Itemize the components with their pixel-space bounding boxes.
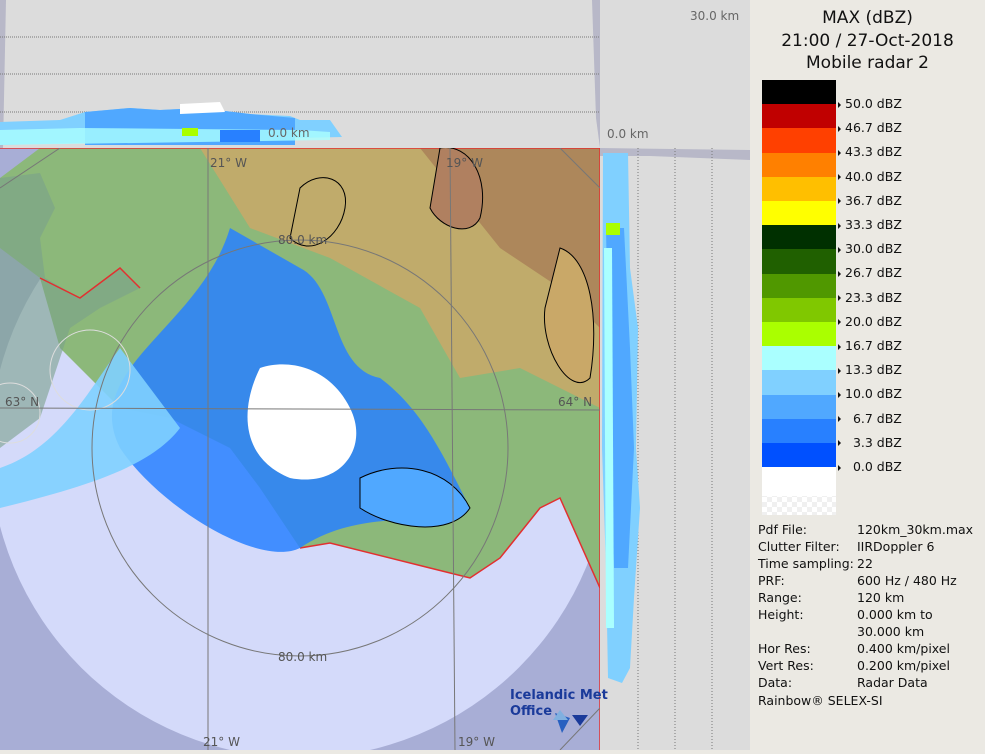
corner-panel: 30.0 km 0.0 km xyxy=(600,0,750,148)
legend-label: 30.0 dBZ xyxy=(838,241,902,256)
legend-label: 33.3 dBZ xyxy=(838,217,902,232)
info-key: Vert Res: xyxy=(758,658,814,673)
product-title: MAX (dBZ) xyxy=(822,8,913,28)
info-key: Height: xyxy=(758,607,804,622)
legend-label: 50.0 dBZ xyxy=(838,96,902,111)
legend-panel: MAX (dBZ) 21:00 / 27-Oct-2018 Mobile rad… xyxy=(750,0,985,750)
lon-19-top-label: 19° W xyxy=(446,156,483,170)
info-value: 22 xyxy=(857,556,873,571)
legend-label: 3.3 dBZ xyxy=(838,435,902,450)
map-canvas xyxy=(0,148,600,750)
zero-height-label: 0.0 km xyxy=(268,126,310,140)
datetime-title: 21:00 / 27-Oct-2018 xyxy=(781,31,954,51)
legend-swatch xyxy=(762,201,836,226)
info-key: Time sampling: xyxy=(758,556,854,571)
legend-swatch xyxy=(762,370,836,396)
legend-label: 20.0 dBZ xyxy=(838,314,902,329)
ring-top-label: 80.0 km xyxy=(278,233,328,247)
lon-21-top-label: 21° W xyxy=(210,156,247,170)
info-value: 30.000 km xyxy=(857,624,925,639)
info-value: 120km_30km.max xyxy=(857,522,974,537)
legend-swatch xyxy=(762,225,836,251)
lon-21-bottom-label: 21° W xyxy=(203,735,240,749)
legend-swatch xyxy=(762,443,836,468)
logo-line-2: Office xyxy=(510,704,553,719)
info-key: Hor Res: xyxy=(758,641,811,656)
info-value: 0.000 km to xyxy=(857,607,933,622)
info-key: Data: xyxy=(758,675,793,690)
legend-label: 13.3 dBZ xyxy=(838,362,902,377)
info-key: Range: xyxy=(758,590,802,605)
top-height-label: 30.0 km xyxy=(690,9,740,23)
legend-swatch xyxy=(762,176,836,202)
legend-label: 43.3 dBZ xyxy=(838,144,902,159)
legend-label: 16.7 dBZ xyxy=(838,338,902,353)
legend-label: 0.0 dBZ xyxy=(838,459,902,474)
legend-label: 46.7 dBZ xyxy=(838,120,902,135)
side-cross-section xyxy=(600,148,750,750)
info-value: Radar Data xyxy=(857,675,928,690)
legend-swatch xyxy=(762,467,836,516)
info-value: 0.200 km/pixel xyxy=(857,658,950,673)
info-value: 0.400 km/pixel xyxy=(857,641,950,656)
top-cross-section: 0.0 km xyxy=(0,0,600,148)
legend-swatch xyxy=(762,346,836,372)
legend-label: 36.7 dBZ xyxy=(838,193,902,208)
top-cross-section-plot xyxy=(0,0,600,148)
legend-label: 10.0 dBZ xyxy=(838,386,902,401)
info-key: Pdf File: xyxy=(758,522,807,537)
info-value: IIRDoppler 6 xyxy=(857,539,935,554)
legend-label: 23.3 dBZ xyxy=(838,290,902,305)
legend-swatch xyxy=(762,80,836,105)
legend-label: 26.7 dBZ xyxy=(838,265,902,280)
legend-swatch xyxy=(762,104,836,130)
lat-63-label: 63° N xyxy=(5,395,40,409)
legend-swatch xyxy=(762,394,836,420)
lon-19-bottom-label: 19° W xyxy=(458,735,495,749)
footer-credit: Rainbow® SELEX-SI xyxy=(758,693,883,708)
legend-swatch xyxy=(762,249,836,275)
legend-swatch xyxy=(762,128,836,154)
lat-64-label: 64° N xyxy=(558,395,593,409)
info-value: 120 km xyxy=(857,590,905,605)
legend-swatch xyxy=(762,297,836,323)
radar-map: 21° W 19° W 21° W 19° W 63° N 64° N 80.0… xyxy=(0,148,600,750)
legend-swatch xyxy=(762,418,836,444)
radar-title: Mobile radar 2 xyxy=(806,53,929,73)
logo-line-1: Icelandic Met xyxy=(510,688,608,703)
legend-swatch xyxy=(762,273,836,299)
legend-swatch xyxy=(762,152,836,178)
info-key: PRF: xyxy=(758,573,785,588)
legend-label: 40.0 dBZ xyxy=(838,169,902,184)
side-cross-section-plot xyxy=(600,148,750,750)
info-value: 600 Hz / 480 Hz xyxy=(857,573,957,588)
ring-bottom-label: 80.0 km xyxy=(278,650,328,664)
legend-label: 6.7 dBZ xyxy=(838,411,902,426)
info-key: Clutter Filter: xyxy=(758,539,840,554)
zero-height-label-right: 0.0 km xyxy=(607,127,649,141)
imo-logo: Icelandic Met Office xyxy=(510,688,608,720)
legend-swatch xyxy=(762,322,836,347)
